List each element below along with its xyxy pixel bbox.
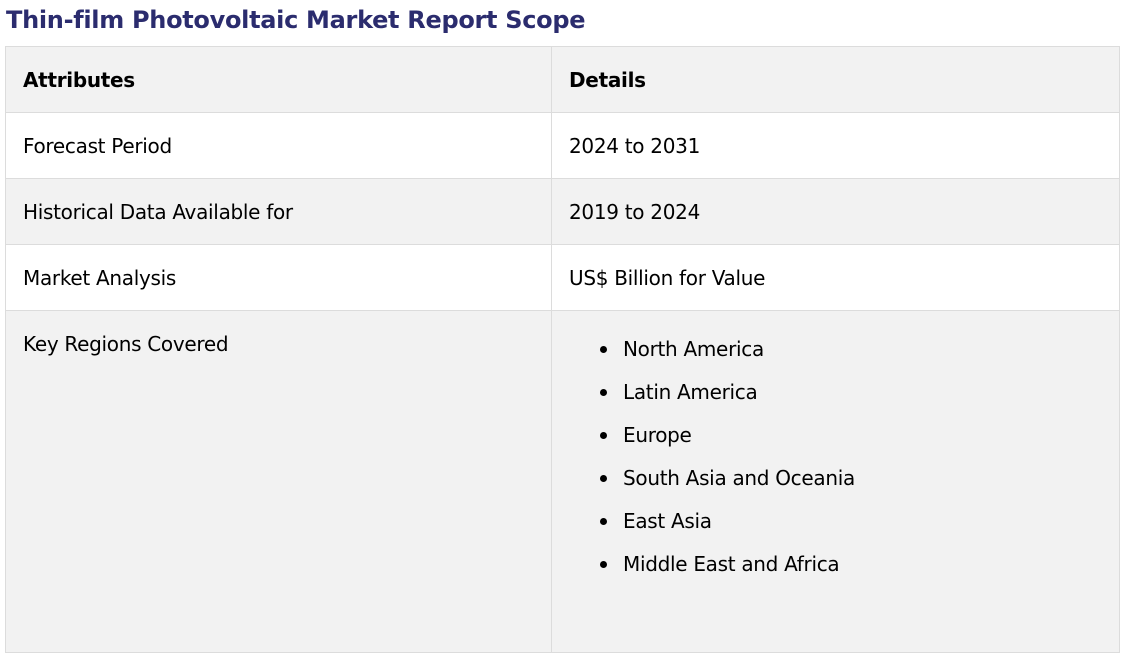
table-header-row: Attributes Details (5, 46, 1120, 113)
table-row: Market Analysis US$ Billion for Value (5, 244, 1120, 311)
list-item: North America (600, 337, 1102, 361)
region-label: Latin America (623, 380, 758, 404)
list-item: Middle East and Africa (600, 552, 1102, 576)
list-item: Latin America (600, 380, 1102, 404)
detail-cell: US$ Billion for Value (551, 244, 1120, 311)
list-item: Europe (600, 423, 1102, 447)
region-list: North America Latin America Europe South… (569, 311, 1102, 576)
report-scope-table: Attributes Details Forecast Period 2024 … (5, 46, 1120, 653)
region-label: South Asia and Oceania (623, 466, 855, 490)
page-title: Thin-film Photovoltaic Market Report Sco… (6, 6, 586, 34)
region-label: East Asia (623, 509, 712, 533)
bullet-icon (600, 518, 607, 525)
detail-cell: 2019 to 2024 (551, 178, 1120, 245)
table-row: Historical Data Available for 2019 to 20… (5, 178, 1120, 245)
bullet-icon (600, 389, 607, 396)
bullet-icon (600, 475, 607, 482)
bullet-icon (600, 432, 607, 439)
header-attributes: Attributes (5, 46, 552, 113)
region-label: Europe (623, 423, 692, 447)
regions-detail-cell: North America Latin America Europe South… (551, 310, 1120, 653)
table-row-regions: Key Regions Covered North America Latin … (5, 310, 1120, 653)
attribute-cell: Key Regions Covered (5, 310, 552, 653)
attribute-cell: Forecast Period (5, 112, 552, 179)
bullet-icon (600, 346, 607, 353)
header-details: Details (551, 46, 1120, 113)
detail-cell: 2024 to 2031 (551, 112, 1120, 179)
attribute-cell: Market Analysis (5, 244, 552, 311)
list-item: East Asia (600, 509, 1102, 533)
bullet-icon (600, 561, 607, 568)
attribute-cell: Historical Data Available for (5, 178, 552, 245)
region-label: North America (623, 337, 764, 361)
table-row: Forecast Period 2024 to 2031 (5, 112, 1120, 179)
list-item: South Asia and Oceania (600, 466, 1102, 490)
region-label: Middle East and Africa (623, 552, 840, 576)
